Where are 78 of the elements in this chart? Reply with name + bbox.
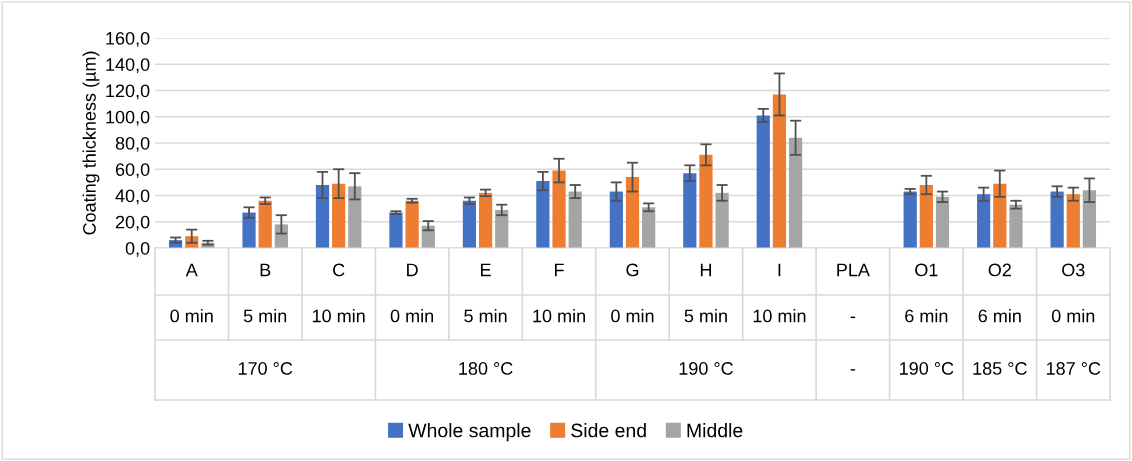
y-tick-label: 80,0 (115, 136, 150, 152)
x-tick-label: C (333, 263, 345, 277)
bar (1009, 204, 1023, 248)
bar (536, 181, 550, 248)
text: 5 min (243, 309, 287, 323)
bar (609, 191, 623, 248)
x-tick-label: PLA (837, 263, 870, 277)
x-tick-label: O2 (988, 263, 1011, 277)
bar (405, 200, 419, 248)
x-tick-label: D (407, 263, 418, 277)
text: 180 °C (459, 362, 513, 375)
text: 0 min (390, 309, 434, 323)
bar (756, 115, 770, 248)
bar (699, 154, 713, 248)
bar (1066, 194, 1080, 248)
bar (788, 137, 803, 248)
bar (993, 183, 1007, 248)
text: 190 °C (900, 362, 954, 375)
bar (903, 191, 917, 248)
y-tick-label: 60,0 (115, 163, 150, 179)
x-tick-label: E (481, 263, 491, 277)
y-tick-label: 0,0 (125, 241, 150, 257)
x-tick-label: A (185, 263, 198, 277)
x-tick-label: I (778, 263, 781, 277)
text: 10 min (753, 309, 806, 323)
bar (274, 224, 288, 248)
bar (1082, 190, 1097, 248)
bar (715, 192, 729, 248)
bar (462, 200, 477, 248)
x-tick-label: B (260, 263, 271, 277)
y-tick-label: 160,0 (106, 31, 150, 47)
bar (478, 192, 493, 248)
text: - (850, 369, 856, 371)
y-axis-title: Coating thickness (µm) (82, 51, 100, 235)
x-tick-label: G (626, 263, 639, 277)
y-tick-label: 120,0 (106, 84, 150, 100)
bar (552, 170, 566, 248)
bar (1050, 191, 1064, 248)
y-tick-label: 140,0 (106, 58, 150, 74)
legend-label: Side end (571, 423, 646, 438)
text: 187 °C (1046, 362, 1101, 375)
bar (772, 94, 787, 248)
text: - (850, 316, 856, 319)
y-tick-label: 100,0 (106, 110, 150, 126)
text: 185 °C (973, 362, 1027, 375)
bar (625, 177, 640, 248)
x-tick-label: O1 (915, 263, 938, 277)
text: 5 min (684, 309, 727, 323)
text: 0 min (1051, 309, 1095, 323)
y-tick-label: 40,0 (115, 189, 150, 205)
x-tick-label: O3 (1062, 263, 1085, 277)
bar (348, 186, 362, 248)
text: 10 min (312, 309, 365, 323)
bar (919, 185, 933, 248)
bar (315, 185, 330, 248)
legend-label: Whole sample (408, 423, 531, 442)
bar (642, 207, 656, 248)
bar (389, 212, 403, 248)
bar (258, 200, 272, 248)
bar (332, 183, 346, 248)
bar (242, 212, 256, 248)
legend-label: Middle (687, 423, 743, 438)
text: 190 °C (679, 362, 733, 375)
text: 6 min (978, 309, 1021, 323)
text: 6 min (905, 309, 948, 323)
text: 0 min (611, 309, 654, 323)
bar (683, 173, 697, 248)
text: 0 min (170, 309, 213, 323)
x-tick-label: H (700, 263, 712, 277)
bar (495, 209, 509, 248)
bar (935, 196, 950, 248)
text: 5 min (464, 309, 507, 323)
bar (977, 194, 991, 248)
text: 170 °C (238, 362, 293, 375)
text: 10 min (533, 309, 585, 323)
x-tick-label: F (555, 263, 564, 277)
y-tick-label: 20,0 (115, 215, 150, 231)
bar (568, 191, 582, 248)
